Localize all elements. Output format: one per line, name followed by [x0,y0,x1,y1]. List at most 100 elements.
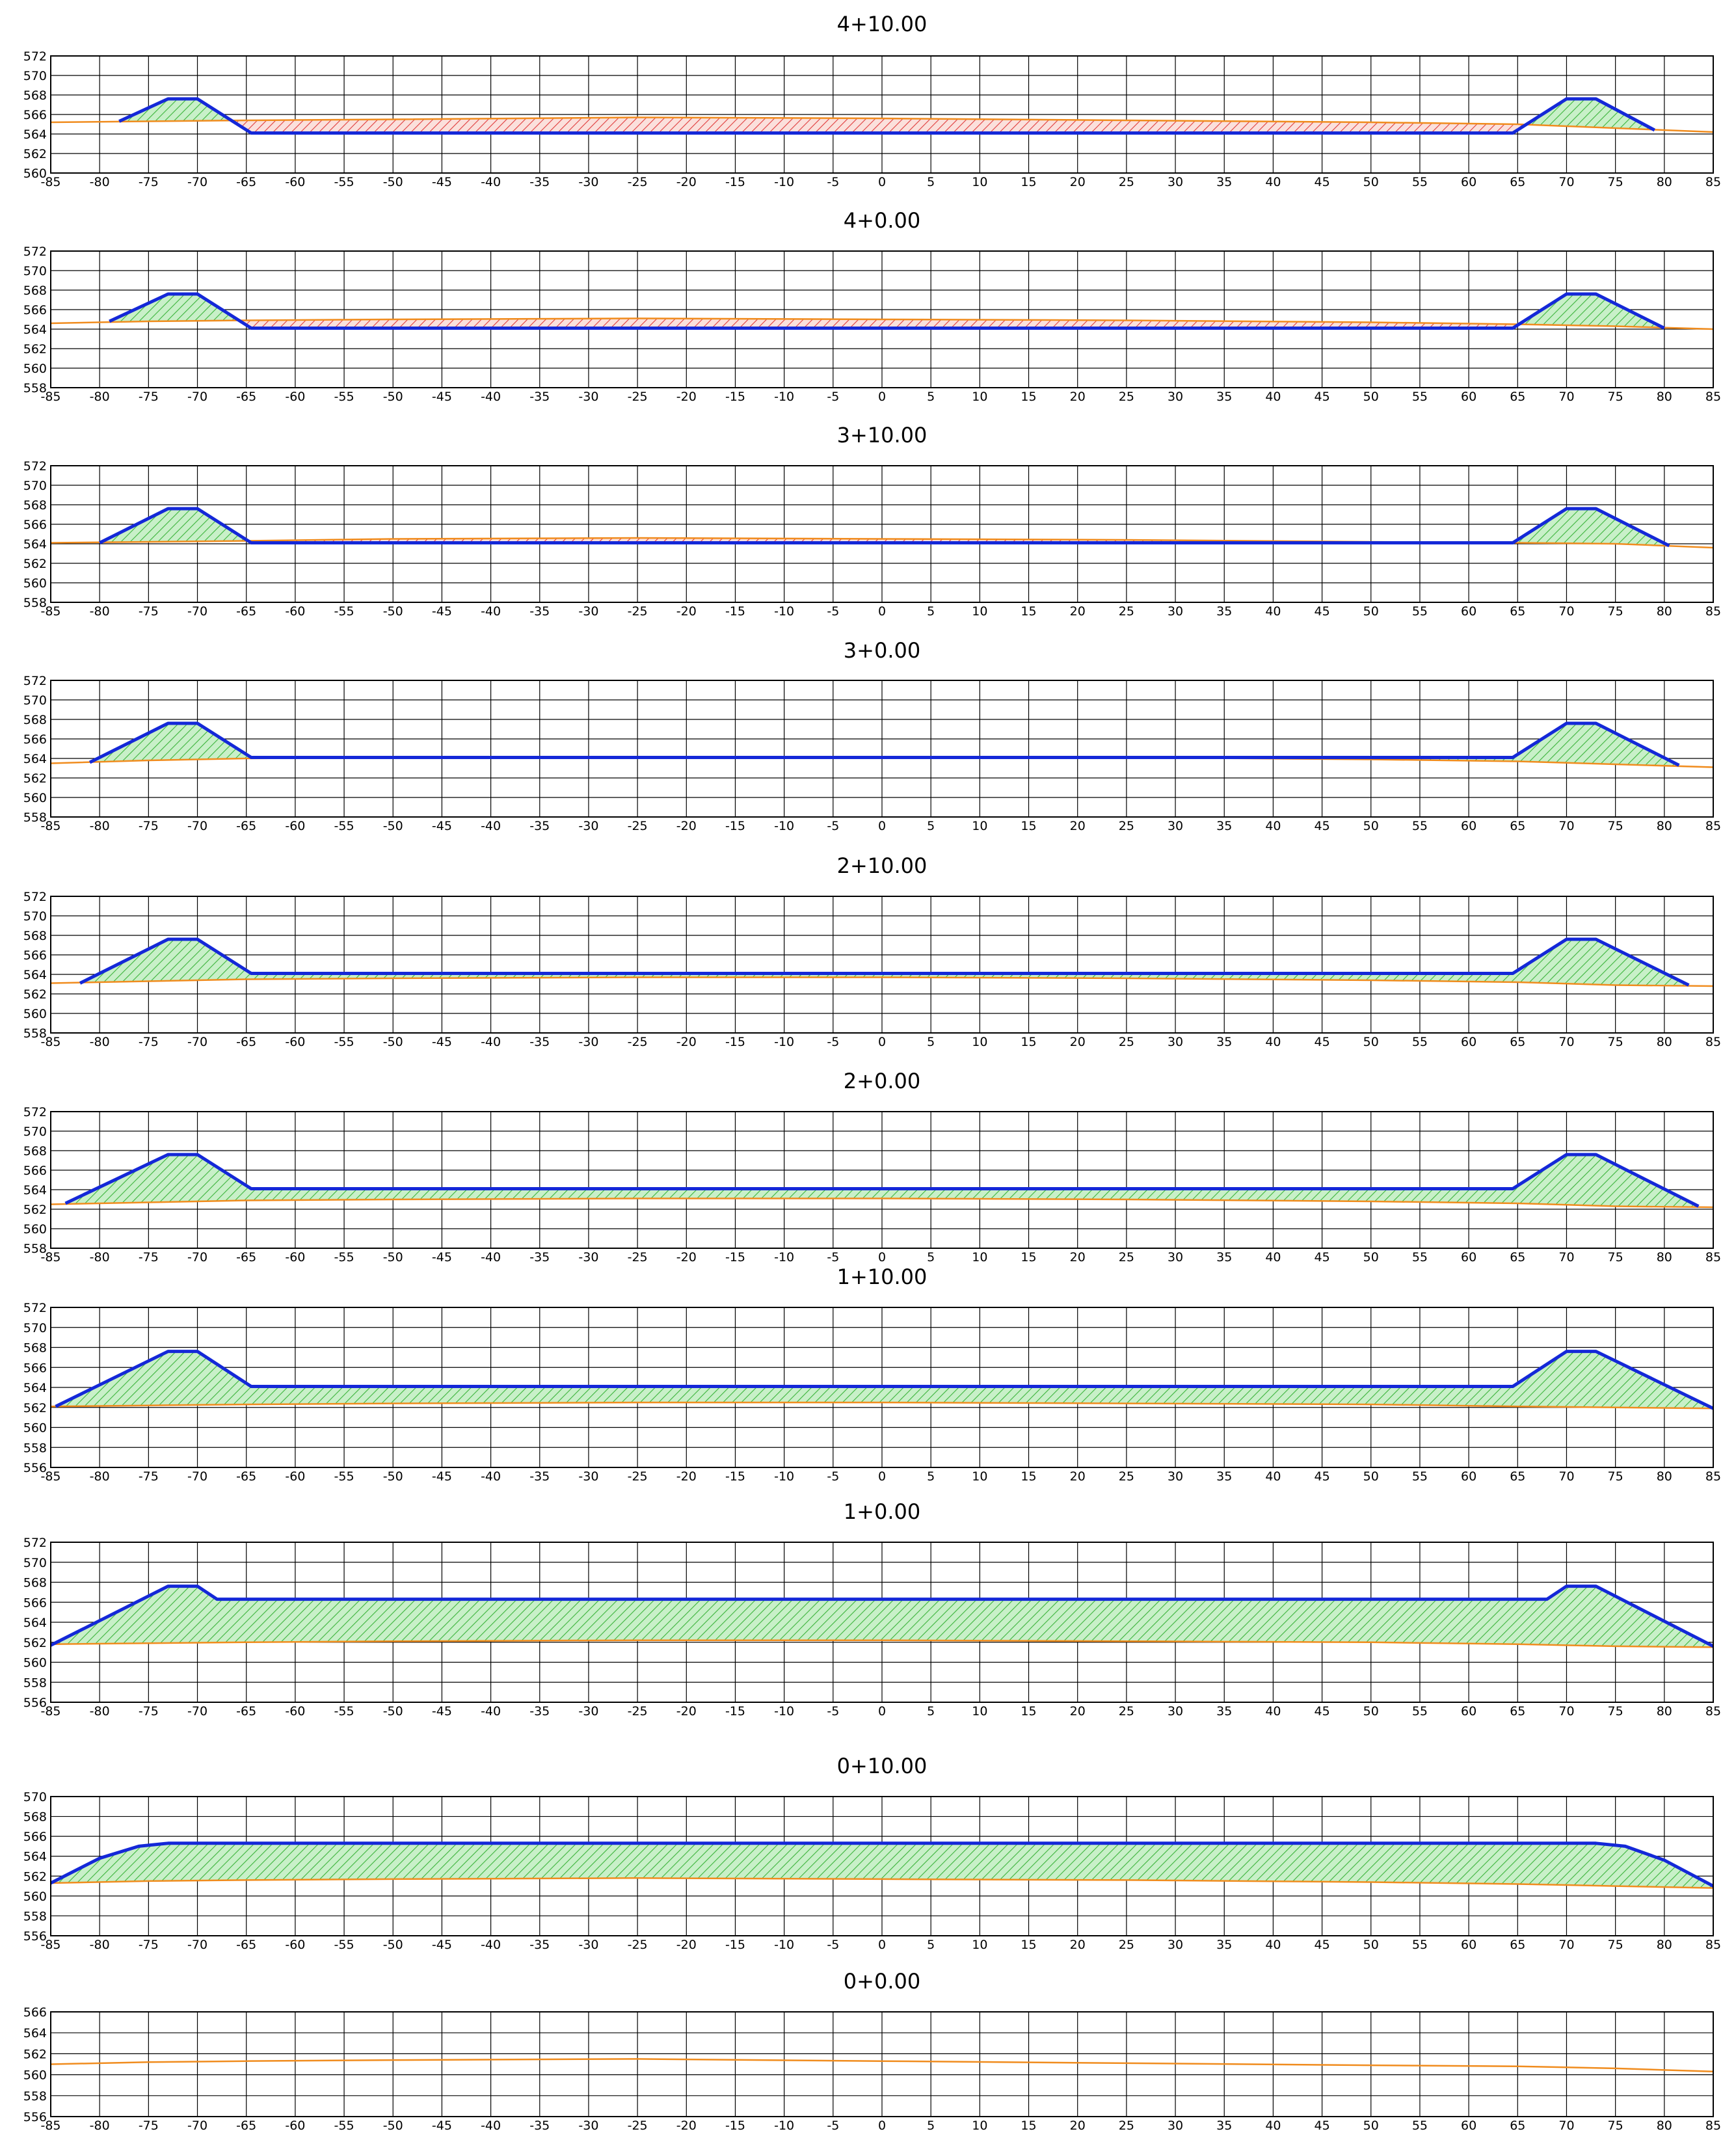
x-tick-label: 40 [1265,1469,1281,1484]
design-surface-line [109,292,1665,330]
chart-title: 3+10.00 [837,423,928,448]
x-tick-label: 10 [972,1469,987,1484]
x-tick-label: 65 [1510,1938,1525,1952]
x-tick-label: 50 [1363,1250,1379,1264]
y-tick-label: 570 [23,69,47,83]
y-tick-label: 570 [23,1790,47,1804]
x-tick-label: -65 [236,1938,256,1952]
x-tick-label: 70 [1558,1035,1574,1049]
design-surface-line [49,1841,1715,1888]
x-tick-label: 20 [1070,1469,1086,1484]
x-tick-label: -50 [383,1704,403,1719]
x-tick-label: 5 [927,1938,935,1952]
plot-frame [50,896,1714,1034]
y-tick-label: 570 [23,909,47,924]
y-tick-label: 562 [23,1401,47,1415]
y-tick-label: 558 [23,2089,47,2104]
x-tick-label: 60 [1461,1938,1476,1952]
x-tick-label: -70 [187,390,207,404]
cut-area [119,117,1655,133]
x-tick-label: -85 [40,604,60,619]
x-tick-label: 55 [1412,819,1428,833]
x-tick-label: -10 [774,2119,794,2133]
x-tick-label: -80 [90,1469,110,1484]
x-tick-label: -50 [383,819,403,833]
x-tick-label: -45 [432,1035,452,1049]
x-tick-label: 75 [1608,604,1623,619]
y-tick-label: 566 [23,948,47,963]
x-tick-label: -10 [774,1938,794,1952]
x-tick-label: -50 [383,1035,403,1049]
y-tick-label: 556 [23,1696,47,1710]
x-tick-label: -75 [139,1035,159,1049]
x-tick-label: -45 [432,1938,452,1952]
x-tick-label: 85 [1705,1469,1721,1484]
x-tick-label: -20 [676,1250,697,1264]
x-tick-label: 10 [972,819,987,833]
x-tick-label: 60 [1461,2119,1476,2133]
x-tick-label: 25 [1119,604,1134,619]
x-tick-label: 15 [1021,175,1036,189]
x-tick-label: 70 [1558,1704,1574,1719]
x-tick-label: 85 [1705,1704,1721,1719]
x-tick-label: 10 [972,1704,987,1719]
x-tick-label: -40 [481,604,501,619]
x-tick-label: -30 [578,1469,598,1484]
y-tick-label: 566 [23,1361,47,1375]
x-tick-label: 80 [1657,1035,1672,1049]
x-tick-label: -5 [827,2119,839,2133]
x-tick-label: 80 [1657,390,1672,404]
x-tick-label: -50 [383,390,403,404]
y-tick-label: 568 [23,1576,47,1590]
x-tick-label: 0 [878,1938,886,1952]
y-tick-label: 560 [23,1007,47,1021]
x-tick-label: -15 [725,175,745,189]
x-tick-label: -80 [90,819,110,833]
x-tick-label: 75 [1608,175,1623,189]
x-tick-label: 80 [1657,1250,1672,1264]
y-tick-label: 570 [23,693,47,708]
x-tick-label: -20 [676,819,697,833]
y-tick-label: 560 [23,362,47,376]
x-tick-label: 80 [1657,604,1672,619]
x-tick-label: -5 [827,819,839,833]
plot-frame [50,1111,1714,1249]
y-tick-label: 572 [23,1301,47,1315]
y-tick-label: 562 [23,557,47,571]
x-tick-label: -35 [529,1250,550,1264]
x-tick-label: 50 [1363,1469,1379,1484]
x-tick-label: 70 [1558,175,1574,189]
existing-ground-line [50,976,1714,987]
x-tick-label: -55 [334,1469,354,1484]
x-tick-label: -45 [432,390,452,404]
x-tick-label: 50 [1363,2119,1379,2133]
x-tick-label: 50 [1363,604,1379,619]
x-tick-label: -65 [236,819,256,833]
y-tick-label: 558 [23,810,47,825]
x-tick-label: 45 [1314,175,1329,189]
x-tick-label: 25 [1119,390,1134,404]
chart-title: 3+0.00 [844,638,920,663]
x-tick-label: -20 [676,2119,697,2133]
x-tick-label: -10 [774,390,794,404]
x-tick-label: 15 [1021,390,1036,404]
x-tick-label: 10 [972,1938,987,1952]
x-tick-label: -25 [628,390,648,404]
x-tick-label: 80 [1657,1938,1672,1952]
x-tick-label: -75 [139,175,159,189]
y-tick-label: 572 [23,245,47,259]
x-tick-label: 65 [1510,175,1525,189]
x-tick-label: -20 [676,1469,697,1484]
x-tick-label: 70 [1558,1938,1574,1952]
x-tick-label: -35 [529,1469,550,1484]
x-tick-label: 20 [1070,1035,1086,1049]
x-tick-label: 40 [1265,1704,1281,1719]
y-tick-label: 560 [23,167,47,181]
existing-ground-line [50,1197,1714,1209]
y-tick-label: 572 [23,1105,47,1119]
fill-area [65,1155,1699,1207]
x-tick-label: 50 [1363,175,1379,189]
x-tick-label: 85 [1705,2119,1721,2133]
x-tick-label: 55 [1412,1035,1428,1049]
design-surface-line [55,1350,1715,1410]
